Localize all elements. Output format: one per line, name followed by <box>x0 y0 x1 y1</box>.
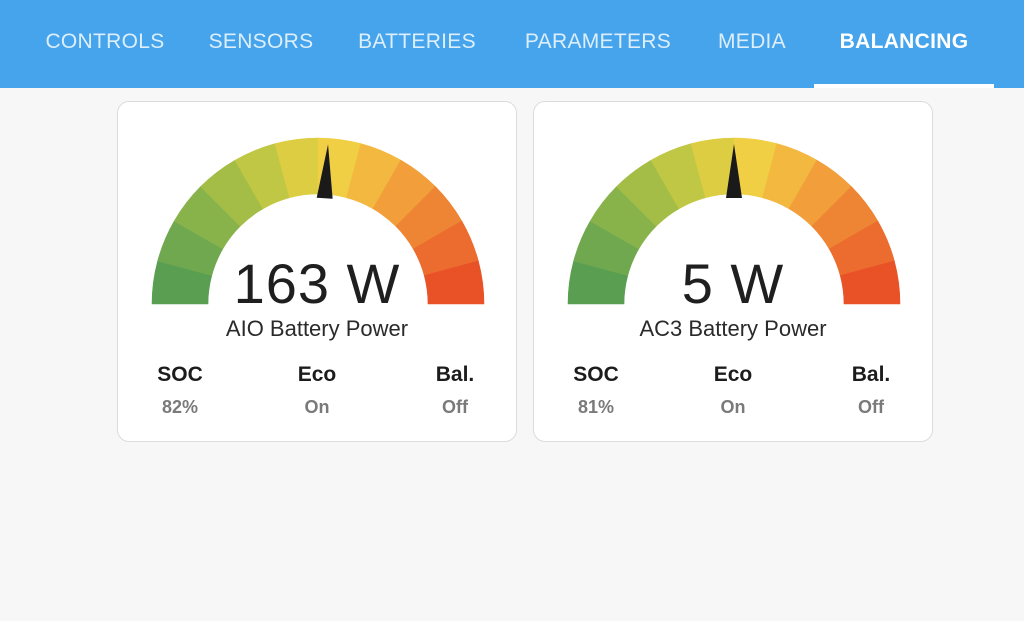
stat-soc-label: SOC <box>157 363 203 386</box>
tab-parameters[interactable]: PARAMETERS <box>524 30 672 53</box>
stat-soc-label: SOC <box>573 363 619 386</box>
stat-eco-value: On <box>720 397 746 417</box>
top-navigation-bar: CONTROLS SENSORS BATTERIES PARAMETERS ME… <box>0 0 1024 88</box>
gauge-segment <box>423 260 485 305</box>
gauge-needle <box>726 144 742 198</box>
stat-soc: SOC 81% <box>536 360 656 420</box>
stat-balancing-value: Off <box>858 397 884 417</box>
stat-soc-value: 82% <box>161 397 199 417</box>
stat-balancing: Bal. Off <box>395 360 515 420</box>
stat-soc: SOC 82% <box>120 360 240 420</box>
power-gauge <box>567 137 901 305</box>
gauge-value: 163 W <box>233 252 401 315</box>
battery-stats: SOC 82% Eco On Bal. Off <box>118 360 516 430</box>
active-tab-indicator <box>814 84 994 88</box>
stat-balancing-value: Off <box>442 397 468 417</box>
stat-eco-value: On <box>304 397 330 417</box>
stat-eco-label: Eco <box>713 363 753 386</box>
stat-balancing-label: Bal. <box>851 363 891 386</box>
battery-card-ac3: 5 W AC3 Battery Power SOC 81% Eco On Bal… <box>533 101 933 442</box>
stat-eco: Eco On <box>257 360 377 420</box>
stat-balancing-label: Bal. <box>435 363 475 386</box>
stat-balancing: Bal. Off <box>811 360 931 420</box>
stat-soc-value: 81% <box>577 397 615 417</box>
tab-sensors[interactable]: SENSORS <box>208 30 314 53</box>
tab-balancing[interactable]: BALANCING <box>839 30 969 53</box>
gauge-segment <box>839 260 901 305</box>
tab-media[interactable]: MEDIA <box>717 30 786 53</box>
battery-stats: SOC 81% Eco On Bal. Off <box>534 360 932 430</box>
gauge-label: AIO Battery Power <box>225 316 409 341</box>
power-gauge <box>151 137 485 305</box>
battery-card-aio: 163 W AIO Battery Power SOC 82% Eco On B… <box>117 101 517 442</box>
stat-eco-label: Eco <box>297 363 337 386</box>
gauge-needle <box>316 144 333 199</box>
tab-batteries[interactable]: BATTERIES <box>358 30 476 53</box>
stat-eco: Eco On <box>673 360 793 420</box>
gauge-value: 5 W <box>681 252 785 315</box>
tab-controls[interactable]: CONTROLS <box>45 30 165 53</box>
gauge-label: AC3 Battery Power <box>639 316 827 341</box>
